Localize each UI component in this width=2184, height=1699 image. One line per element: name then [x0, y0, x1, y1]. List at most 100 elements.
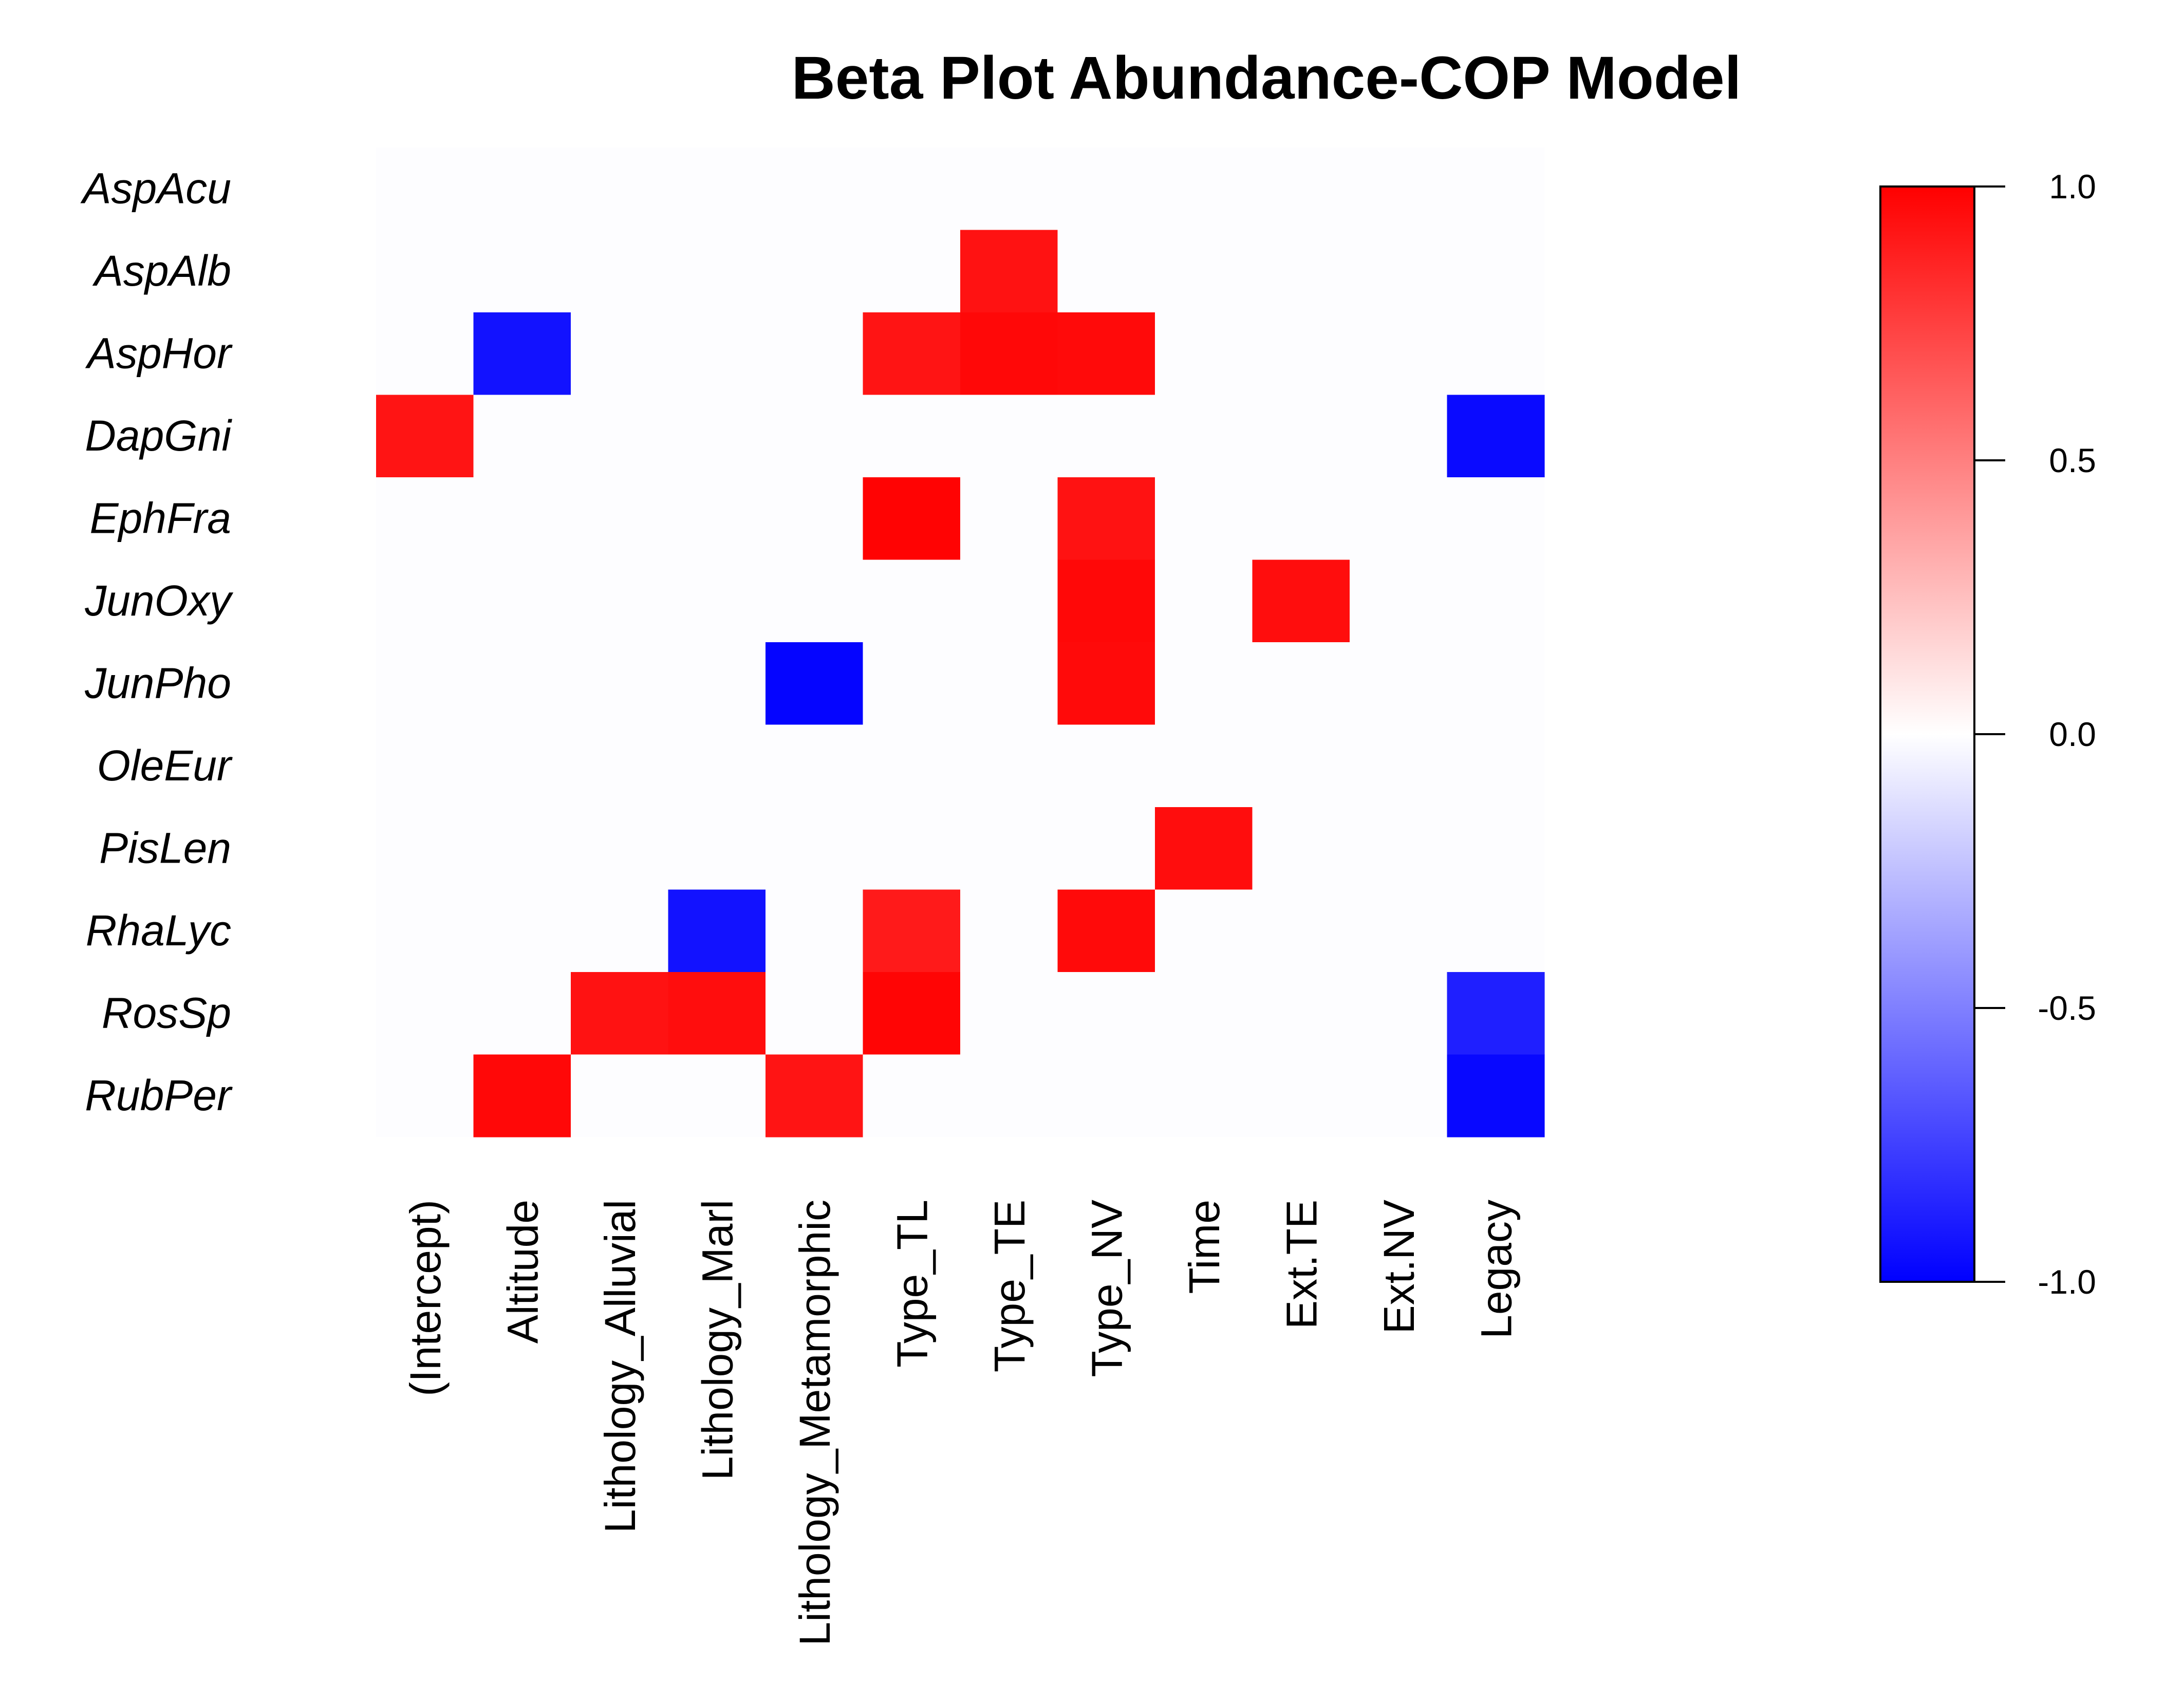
- heatmap-cell: [1155, 147, 1253, 231]
- row-labels: AspAcu AspAlb AspHor DapGni EphFra JunOxy JunP…: [80, 164, 234, 1119]
- column-label: (Intercept): [401, 1200, 450, 1396]
- row-label: RubPer: [85, 1071, 233, 1119]
- row-label: AspAcu: [80, 164, 232, 212]
- heatmap-cell: [571, 395, 669, 478]
- colorbar-tick-label: 0.0: [2049, 715, 2096, 753]
- column-label: Altitude: [498, 1200, 547, 1343]
- heatmap-cell: [1155, 395, 1253, 478]
- heatmap-cell: [1350, 312, 1448, 396]
- heatmap-cell: [960, 1054, 1058, 1137]
- column-label: Ext.NV: [1375, 1200, 1423, 1334]
- heatmap-cell: [766, 807, 864, 890]
- heatmap-cell: [376, 230, 474, 313]
- heatmap-cell: [863, 559, 961, 643]
- heatmap-cell: [668, 230, 766, 313]
- column-label: Type_TE: [985, 1200, 1034, 1372]
- heatmap-cell: [668, 477, 766, 561]
- heatmap-cell: [668, 972, 766, 1055]
- column-label: Type_NV: [1082, 1200, 1131, 1377]
- heatmap-cell: [668, 395, 766, 478]
- heatmap-cell: [571, 559, 669, 643]
- heatmap-cell: [1447, 477, 1545, 561]
- heatmap-cell: [473, 312, 571, 396]
- heatmap-cell: [1155, 642, 1253, 725]
- heatmap-cell: [1252, 559, 1350, 643]
- colorbar-legend: [1879, 185, 1975, 1283]
- heatmap-cell: [766, 1054, 864, 1137]
- heatmap-cell: [1252, 395, 1350, 478]
- heatmap-cell: [1252, 972, 1350, 1055]
- heatmap-cell: [1057, 889, 1155, 973]
- heatmap-cell: [1057, 312, 1155, 396]
- heatmap-cell: [1447, 972, 1545, 1055]
- heatmap-cell: [1057, 1054, 1155, 1137]
- heatmap-cell: [1447, 807, 1545, 890]
- heatmap-cell: [863, 724, 961, 808]
- column-label: Time: [1180, 1200, 1228, 1294]
- heatmap-cell: [376, 395, 474, 478]
- heatmap-cell: [473, 807, 571, 890]
- chart-title: Beta Plot Abundance-COP Model: [792, 44, 1742, 112]
- heatmap-cell: [473, 1054, 571, 1137]
- heatmap-cell: [766, 642, 864, 725]
- heatmap-cell: [960, 147, 1058, 231]
- heatmap-cell: [1252, 889, 1350, 973]
- colorbar-tick-label: 0.5: [2049, 441, 2096, 479]
- heatmap-cell: [1350, 807, 1448, 890]
- heatmap-cell: [1252, 724, 1350, 808]
- heatmap-cell: [863, 642, 961, 725]
- heatmap-cell: [376, 889, 474, 973]
- colorbar-gradient: [1879, 185, 1975, 1283]
- heatmap-cell: [766, 312, 864, 396]
- heatmap-cells: [376, 147, 1545, 1137]
- column-label: Lithology_Marl: [693, 1200, 741, 1480]
- heatmap-cell: [1057, 807, 1155, 890]
- heatmap-cell: [571, 1054, 669, 1137]
- heatmap-cell: [571, 230, 669, 313]
- colorbar-tick-label: 1.0: [2049, 167, 2096, 206]
- heatmap-cell: [473, 724, 571, 808]
- column-label: Legacy: [1472, 1200, 1520, 1339]
- heatmap-cell: [1057, 230, 1155, 313]
- heatmap-cell: [1447, 559, 1545, 643]
- heatmap-cell: [863, 1054, 961, 1137]
- heatmap-cell: [376, 312, 474, 396]
- heatmap-cell: [668, 1054, 766, 1137]
- heatmap-cell: [766, 972, 864, 1055]
- heatmap-cell: [960, 724, 1058, 808]
- heatmap-cell: [1057, 724, 1155, 808]
- heatmap-cell: [376, 807, 474, 890]
- heatmap-cell: [473, 889, 571, 973]
- heatmap-cell: [376, 642, 474, 725]
- heatmap-cell: [1447, 230, 1545, 313]
- heatmap-cell: [1057, 477, 1155, 561]
- heatmap-cell: [863, 972, 961, 1055]
- heatmap-cell: [1155, 312, 1253, 396]
- heatmap-cell: [1252, 230, 1350, 313]
- row-label: OleEur: [97, 741, 233, 790]
- heatmap-cell: [1057, 972, 1155, 1055]
- heatmap-cell: [960, 395, 1058, 478]
- heatmap-cell: [766, 559, 864, 643]
- heatmap-cell: [1447, 395, 1545, 478]
- heatmap-cell: [1447, 1054, 1545, 1137]
- colorbar-tick-label: -0.5: [2038, 989, 2096, 1027]
- heatmap-cell: [863, 889, 961, 973]
- heatmap-cell: [1447, 312, 1545, 396]
- heatmap-cell: [668, 642, 766, 725]
- heatmap-cell: [863, 147, 961, 231]
- heatmap-cell: [668, 147, 766, 231]
- heatmap-cell: [1155, 230, 1253, 313]
- colorbar-tick-label: -1.0: [2038, 1263, 2096, 1301]
- heatmap-cell: [766, 477, 864, 561]
- heatmap-cell: [1057, 395, 1155, 478]
- heatmap-cell: [1350, 559, 1448, 643]
- heatmap-cell: [863, 807, 961, 890]
- heatmap-cell: [1350, 642, 1448, 725]
- row-label: AspAlb: [92, 247, 231, 295]
- heatmap-cell: [376, 1054, 474, 1137]
- heatmap-cell: [863, 477, 961, 561]
- heatmap-cell: [1057, 559, 1155, 643]
- heatmap-cell: [1252, 477, 1350, 561]
- heatmap-cell: [668, 889, 766, 973]
